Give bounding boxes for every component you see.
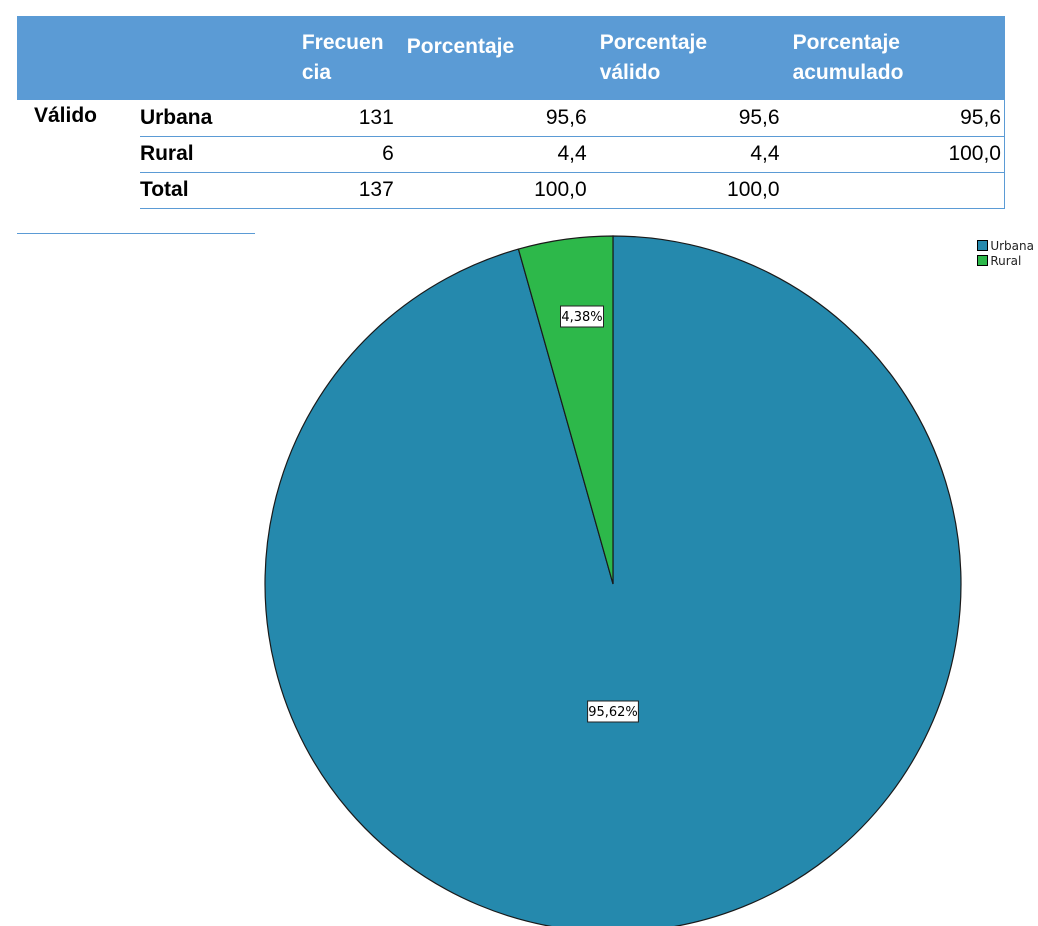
- legend-swatch-rural: [977, 255, 989, 266]
- row-frecuencia: 137: [291, 172, 397, 209]
- header-frecuencia-line-1: Frecuen: [301, 31, 384, 54]
- legend-swatch-urbana: [977, 240, 989, 251]
- row-porcentaje: 4,4: [396, 136, 590, 173]
- pie-labels: 95,62% 4,38%: [560, 305, 639, 723]
- legend-item-rural: Rural: [977, 253, 1034, 268]
- legend-item-urbana: Urbana: [977, 238, 1034, 253]
- row-category: Total: [139, 172, 292, 209]
- table-bottom-divider: [17, 233, 255, 234]
- pie-label-box-rural: [560, 305, 604, 328]
- row-frecuencia: 131: [291, 100, 397, 137]
- row-porcentaje-acumulado: 95,6: [782, 100, 1005, 137]
- header-porcentaje-line-1: Porcentaje: [406, 35, 515, 58]
- row-porcentaje-acumulado: [782, 172, 1005, 209]
- table-header-row: Frecuen cia Porcentaje Porcentaje válido…: [17, 16, 1005, 100]
- frequency-table: Frecuen cia Porcentaje Porcentaje válido…: [17, 16, 1005, 209]
- row-porcentaje: 95,6: [396, 100, 590, 137]
- table-row: Total 137 100,0 100,0: [17, 172, 1005, 209]
- legend-label-urbana: Urbana: [990, 238, 1034, 253]
- pie-label-box-urbana: [587, 700, 639, 723]
- row-category: Urbana: [139, 100, 292, 137]
- header-porcentaje-acumulado-line-2: acumulado: [792, 61, 904, 84]
- header-porcentaje-acumulado: Porcentaje acumulado: [783, 16, 1005, 100]
- header-porcentaje-valido-line-2: válido: [599, 61, 661, 84]
- row-category: Rural: [139, 136, 292, 173]
- pie-label-rural: 4,38%: [561, 310, 602, 325]
- row-porcentaje-valido: 100,0: [589, 172, 783, 209]
- header-frecuencia: Frecuen cia: [292, 16, 397, 100]
- row-porcentaje-valido: 4,4: [589, 136, 783, 173]
- row-frecuencia: 6: [291, 136, 397, 173]
- pie-label-urbana: 95,62%: [588, 705, 638, 720]
- table-row: Rural 6 4,4 4,4 100,0: [17, 136, 1005, 173]
- chart-legend: Urbana Rural: [977, 238, 1034, 268]
- pie-slice-urbana: [264, 235, 962, 926]
- legend-label-rural: Rural: [990, 253, 1022, 268]
- row-porcentaje: 100,0: [396, 172, 590, 209]
- header-frecuencia-line-2: cia: [301, 61, 332, 84]
- pie-slices: [264, 235, 962, 926]
- table-row: Válido Urbana 131 95,6 95,6 95,6: [17, 100, 1005, 137]
- row-porcentaje-valido: 95,6: [589, 100, 783, 137]
- row-porcentaje-acumulado: 100,0: [782, 136, 1005, 173]
- header-porcentaje-valido: Porcentaje válido: [590, 16, 783, 100]
- header-porcentaje: Porcentaje: [397, 16, 590, 100]
- group-label: Válido: [34, 104, 98, 127]
- header-porcentaje-valido-line-1: Porcentaje: [599, 31, 708, 54]
- header-porcentaje-acumulado-line-1: Porcentaje: [792, 31, 900, 54]
